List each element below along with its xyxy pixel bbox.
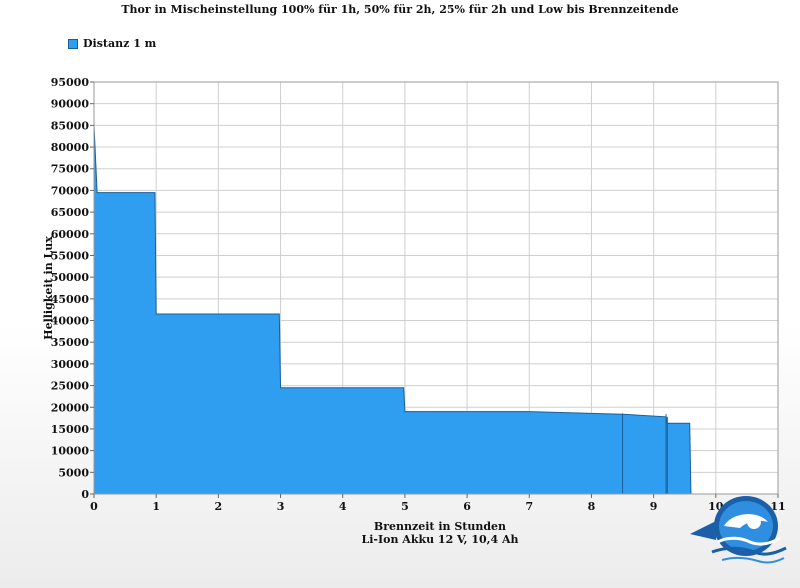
y-tick-label: 40000 — [51, 315, 90, 328]
y-tick-label: 35000 — [51, 336, 90, 349]
series-area[interactable] — [94, 125, 691, 495]
y-tick-label: 30000 — [51, 358, 90, 371]
series-layer — [93, 125, 692, 495]
y-tick-label: 95000 — [51, 76, 90, 89]
y-axis-label: Helligkeit in Lux — [42, 236, 55, 340]
y-tick-label: 60000 — [51, 228, 90, 241]
y-tick-label: 75000 — [51, 163, 90, 176]
y-tick-label: 85000 — [51, 119, 90, 132]
x-tick-label: 0 — [90, 500, 98, 513]
x-axis-label: Brennzeit in Stunden — [373, 520, 507, 533]
x-tick-label: 6 — [463, 500, 471, 513]
legend-swatch — [68, 38, 78, 49]
y-tick-label: 25000 — [51, 380, 90, 393]
legend[interactable]: Distanz 1 m — [68, 37, 156, 50]
y-tick-label: 20000 — [51, 401, 90, 414]
dive-logo-icon — [690, 496, 787, 564]
x-tick-label: 7 — [525, 500, 533, 513]
x-tick-label: 9 — [650, 500, 658, 513]
chart-title: Thor in Mischeinstellung 100% für 1h, 50… — [121, 3, 679, 16]
x-tick-label: 1 — [152, 500, 160, 513]
plot-frame — [93, 81, 779, 495]
x-tick-label: 11 — [770, 500, 785, 513]
y-tick-label: 90000 — [51, 98, 90, 111]
y-tick-label: 55000 — [51, 249, 90, 262]
y-tick-label: 10000 — [51, 445, 90, 458]
x-tick-label: 2 — [215, 500, 223, 513]
y-tick-label: 50000 — [51, 271, 90, 284]
y-tick-label: 70000 — [51, 184, 90, 197]
x-axis-sublabel: Li-Ion Akku 12 V, 10,4 Ah — [361, 533, 519, 546]
y-tick-label: 80000 — [51, 141, 90, 154]
x-tick-label: 8 — [588, 500, 596, 513]
axis-ticks: 0 5000 10000 15000 20000 25000 30000 35000 40000… — [51, 76, 786, 513]
x-tick-label: 3 — [277, 500, 285, 513]
x-tick-label: 4 — [339, 500, 347, 513]
y-tick-label: 65000 — [51, 206, 90, 219]
x-tick-label: 5 — [401, 500, 409, 513]
y-tick-label: 0 — [81, 488, 89, 501]
y-tick-label: 45000 — [51, 293, 90, 306]
legend-label: Distanz 1 m — [83, 37, 157, 50]
y-tick-label: 5000 — [58, 466, 89, 479]
y-tick-label: 15000 — [51, 423, 90, 436]
